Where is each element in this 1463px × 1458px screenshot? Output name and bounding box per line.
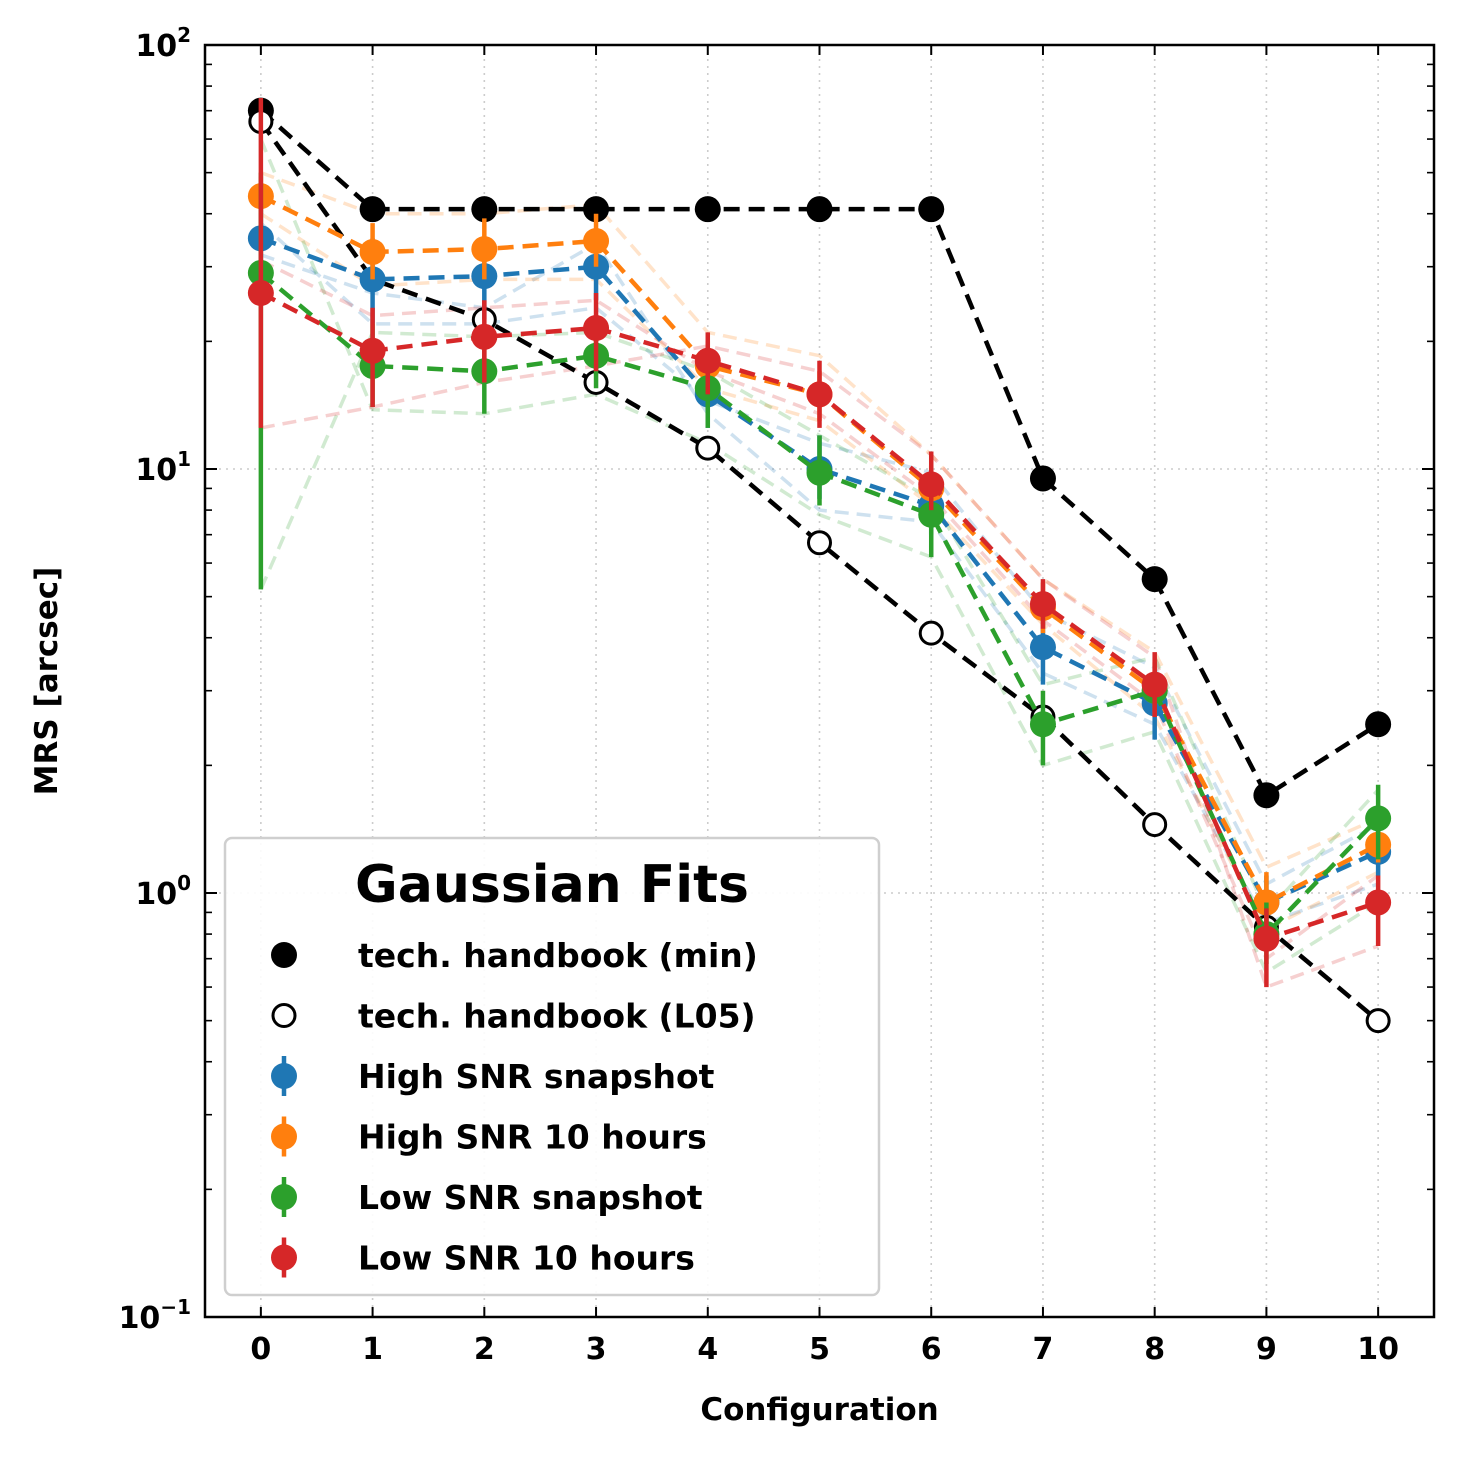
legend-marker — [271, 942, 297, 968]
legend-label: tech. handbook (min) — [358, 936, 758, 975]
legend-marker — [271, 1003, 297, 1028]
x-tick-label: 10 — [1357, 1332, 1399, 1367]
x-tick-label: 8 — [1144, 1332, 1165, 1367]
y-tick-exponent: 2 — [177, 23, 191, 47]
x-tick-label: 2 — [474, 1332, 495, 1367]
data-point — [1029, 591, 1056, 618]
faint-line — [260, 241, 1379, 926]
x-tick-label: 7 — [1033, 1332, 1054, 1367]
x-tick-label: 1 — [362, 1332, 383, 1367]
data-point — [694, 196, 721, 223]
legend-marker — [271, 1063, 297, 1089]
data-point — [1141, 671, 1168, 698]
data-point — [583, 196, 610, 223]
data-point — [806, 459, 833, 486]
series-2 — [247, 204, 1392, 930]
data-point — [471, 236, 498, 263]
legend-marker — [271, 1123, 297, 1150]
data-point — [471, 196, 498, 223]
legend-label: High SNR snapshot — [358, 1057, 715, 1096]
legend-label: Low SNR snapshot — [358, 1178, 703, 1217]
series-5 — [247, 97, 1392, 988]
y-tick-label: 101 — [135, 447, 191, 488]
y-tick-exponent: 1 — [177, 447, 191, 471]
y-tick-label: 10−1 — [119, 1295, 191, 1336]
axes: 0 1 2 3 4 5 6 7 8 9 1010210110010−1ConfigurationMR… — [29, 23, 1436, 1428]
faint-line — [260, 170, 1379, 870]
legend: Gaussian Fits tech. handbook (min) tech. h… — [223, 836, 881, 1297]
data-point — [918, 620, 944, 646]
legend-marker — [271, 1184, 297, 1210]
legend-label: tech. handbook (L05) — [358, 997, 756, 1036]
data-point — [1253, 925, 1280, 952]
data-point — [918, 471, 945, 498]
data-point — [247, 280, 274, 307]
data-point — [1029, 711, 1056, 738]
y-tick-base: 10 — [135, 453, 177, 488]
data-point — [918, 196, 945, 223]
data-point — [807, 530, 832, 556]
data-point — [1141, 566, 1168, 593]
data-point — [694, 347, 721, 374]
series — [247, 97, 1392, 1034]
data-point — [695, 435, 721, 461]
data-point — [583, 227, 610, 254]
data-point — [918, 501, 945, 528]
data-point — [806, 196, 833, 223]
legend-title: Gaussian Fits — [355, 855, 749, 915]
data-point — [1365, 889, 1392, 916]
x-axis-label: Configuration — [700, 1392, 938, 1428]
y-tick-exponent: −1 — [160, 1295, 191, 1319]
data-point — [471, 323, 498, 350]
x-tick-label: 3 — [586, 1332, 607, 1367]
legend-label: Low SNR 10 hours — [358, 1239, 695, 1278]
legend-marker — [271, 1244, 297, 1271]
legend-box — [223, 836, 881, 1297]
data-point — [359, 337, 386, 364]
y-axis-label: MRS [arcsec] — [29, 567, 65, 796]
data-point — [1365, 711, 1392, 738]
x-tick-label: 6 — [921, 1332, 942, 1367]
data-point — [1365, 805, 1392, 832]
data-point — [583, 315, 610, 342]
data-point — [1142, 812, 1168, 838]
data-point — [1029, 634, 1056, 661]
x-tick-label: 4 — [697, 1332, 718, 1367]
y-tick-base: 10 — [119, 1301, 161, 1336]
legend-label: High SNR 10 hours — [358, 1118, 707, 1157]
x-tick-label: 0 — [250, 1332, 271, 1367]
x-tick-label: 5 — [809, 1332, 830, 1367]
y-tick-base: 10 — [135, 29, 177, 64]
x-tick-label: 9 — [1256, 1332, 1277, 1367]
y-tick-label: 102 — [135, 23, 191, 64]
series-line — [259, 108, 1380, 799]
series-line — [259, 120, 1380, 1023]
faint-line — [259, 138, 1380, 975]
data-point — [806, 381, 833, 408]
data-point — [1253, 782, 1280, 809]
data-point — [359, 196, 386, 223]
y-tick-exponent: 0 — [177, 871, 191, 895]
y-tick-base: 10 — [135, 877, 177, 912]
data-point — [359, 238, 386, 265]
y-tick-label: 100 — [135, 871, 191, 912]
data-point — [1029, 465, 1056, 492]
data-point — [1365, 1008, 1391, 1034]
